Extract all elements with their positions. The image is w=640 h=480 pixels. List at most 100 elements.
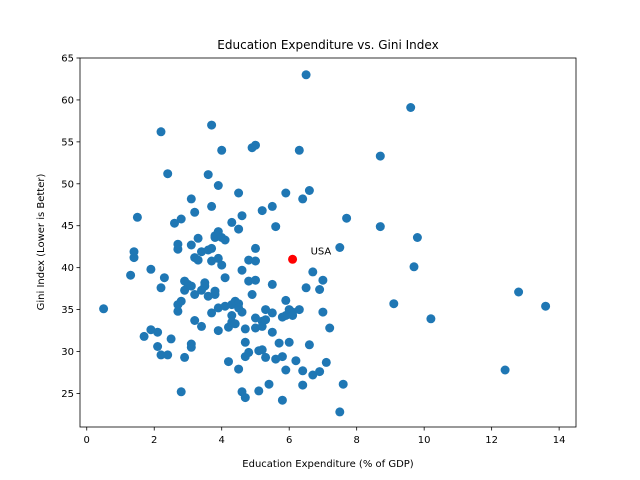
data-point-153 <box>406 103 416 112</box>
data-point-29 <box>186 194 196 204</box>
data-point-30 <box>186 240 196 250</box>
data-point-141 <box>315 367 325 377</box>
data-point-82 <box>237 265 247 275</box>
y-tick-label: 65 <box>61 54 74 65</box>
data-point-157 <box>500 365 510 375</box>
data-point-117 <box>277 395 287 405</box>
data-point-32 <box>186 342 196 352</box>
data-point-1 <box>126 270 136 280</box>
data-point-145 <box>325 323 335 333</box>
data-point-39 <box>193 233 203 243</box>
data-point-60 <box>213 326 223 336</box>
data-point-110 <box>267 201 277 211</box>
data-point-150 <box>375 151 385 161</box>
data-point-12 <box>156 127 166 137</box>
data-point-148 <box>338 379 348 389</box>
data-point-67 <box>220 235 230 245</box>
data-point-24 <box>176 387 186 397</box>
data-point-15 <box>163 169 173 179</box>
data-point-0 <box>99 304 109 314</box>
data-point-152 <box>389 299 399 309</box>
data-point-81 <box>237 211 247 221</box>
data-point-74 <box>230 319 240 329</box>
data-point-17 <box>170 218 179 228</box>
x-tick-label: 0 <box>84 435 90 446</box>
data-point-113 <box>267 327 277 337</box>
y-tick-label: 35 <box>61 305 74 316</box>
data-point-147 <box>335 407 345 417</box>
y-tick-label: 45 <box>61 221 74 232</box>
data-point-102 <box>257 206 267 216</box>
data-point-3 <box>129 247 139 257</box>
data-point-37 <box>190 316 200 325</box>
data-point-72 <box>227 311 237 320</box>
data-point-101 <box>254 386 264 396</box>
y-tick-label: 40 <box>61 263 74 274</box>
data-point-146 <box>335 243 345 252</box>
x-axis-label: Education Expenditure (% of GDP) <box>242 459 414 470</box>
data-point-144 <box>321 357 331 367</box>
data-point-7 <box>146 264 156 274</box>
data-point-128 <box>291 356 301 366</box>
data-point-139 <box>308 370 318 380</box>
data-point-47 <box>203 291 213 301</box>
data-point-64 <box>217 145 227 155</box>
data-point-95 <box>251 243 260 253</box>
data-point-59 <box>213 253 223 263</box>
data-point-106 <box>261 305 271 315</box>
x-tick-label: 2 <box>151 435 157 446</box>
data-point-11 <box>156 350 166 360</box>
data-point-52 <box>207 120 217 130</box>
data-point-78 <box>234 224 244 234</box>
x-tick-label: 14 <box>553 435 566 446</box>
data-point-13 <box>159 273 169 283</box>
data-point-21 <box>173 239 183 249</box>
data-point-123 <box>281 365 291 375</box>
data-point-36 <box>190 290 200 299</box>
data-point-10 <box>156 283 166 293</box>
data-point-8 <box>153 342 163 351</box>
data-point-77 <box>234 188 244 198</box>
y-tick-label: 60 <box>61 95 74 106</box>
data-point-94 <box>251 140 260 150</box>
usa-highlight-point <box>288 254 298 264</box>
data-point-63 <box>217 260 227 270</box>
data-point-50 <box>207 243 217 253</box>
data-point-143 <box>318 275 328 285</box>
data-point-70 <box>227 217 237 227</box>
data-point-137 <box>304 186 314 195</box>
data-point-57 <box>213 181 223 190</box>
data-point-44 <box>200 278 210 288</box>
data-point-114 <box>271 222 281 232</box>
data-point-138 <box>308 267 318 277</box>
data-point-4 <box>132 212 142 222</box>
plot-frame <box>79 57 577 428</box>
data-point-25 <box>180 352 190 362</box>
data-point-56 <box>210 286 220 296</box>
data-point-38 <box>193 255 203 265</box>
data-point-129 <box>294 145 304 155</box>
y-tick-label: 30 <box>61 347 74 358</box>
x-tick-label: 6 <box>286 435 292 446</box>
data-point-33 <box>186 281 196 291</box>
chart-title: Education Expenditure vs. Gini Index <box>217 38 438 52</box>
usa-annotation-label: USA <box>311 246 332 257</box>
data-point-156 <box>426 314 436 324</box>
data-point-87 <box>240 393 250 403</box>
data-point-104 <box>257 345 267 355</box>
data-point-140 <box>315 285 325 294</box>
data-point-93 <box>247 290 257 299</box>
data-point-96 <box>251 256 260 266</box>
data-point-118 <box>277 352 287 362</box>
data-point-90 <box>244 276 254 286</box>
data-point-130 <box>294 305 304 315</box>
y-tick-label: 25 <box>61 389 74 400</box>
data-point-125 <box>284 337 294 347</box>
data-point-155 <box>412 233 422 242</box>
data-point-108 <box>261 352 271 362</box>
data-point-48 <box>207 308 217 318</box>
data-point-5 <box>139 331 149 341</box>
points-layer <box>99 70 551 417</box>
data-point-142 <box>318 307 328 317</box>
data-point-132 <box>298 380 308 390</box>
